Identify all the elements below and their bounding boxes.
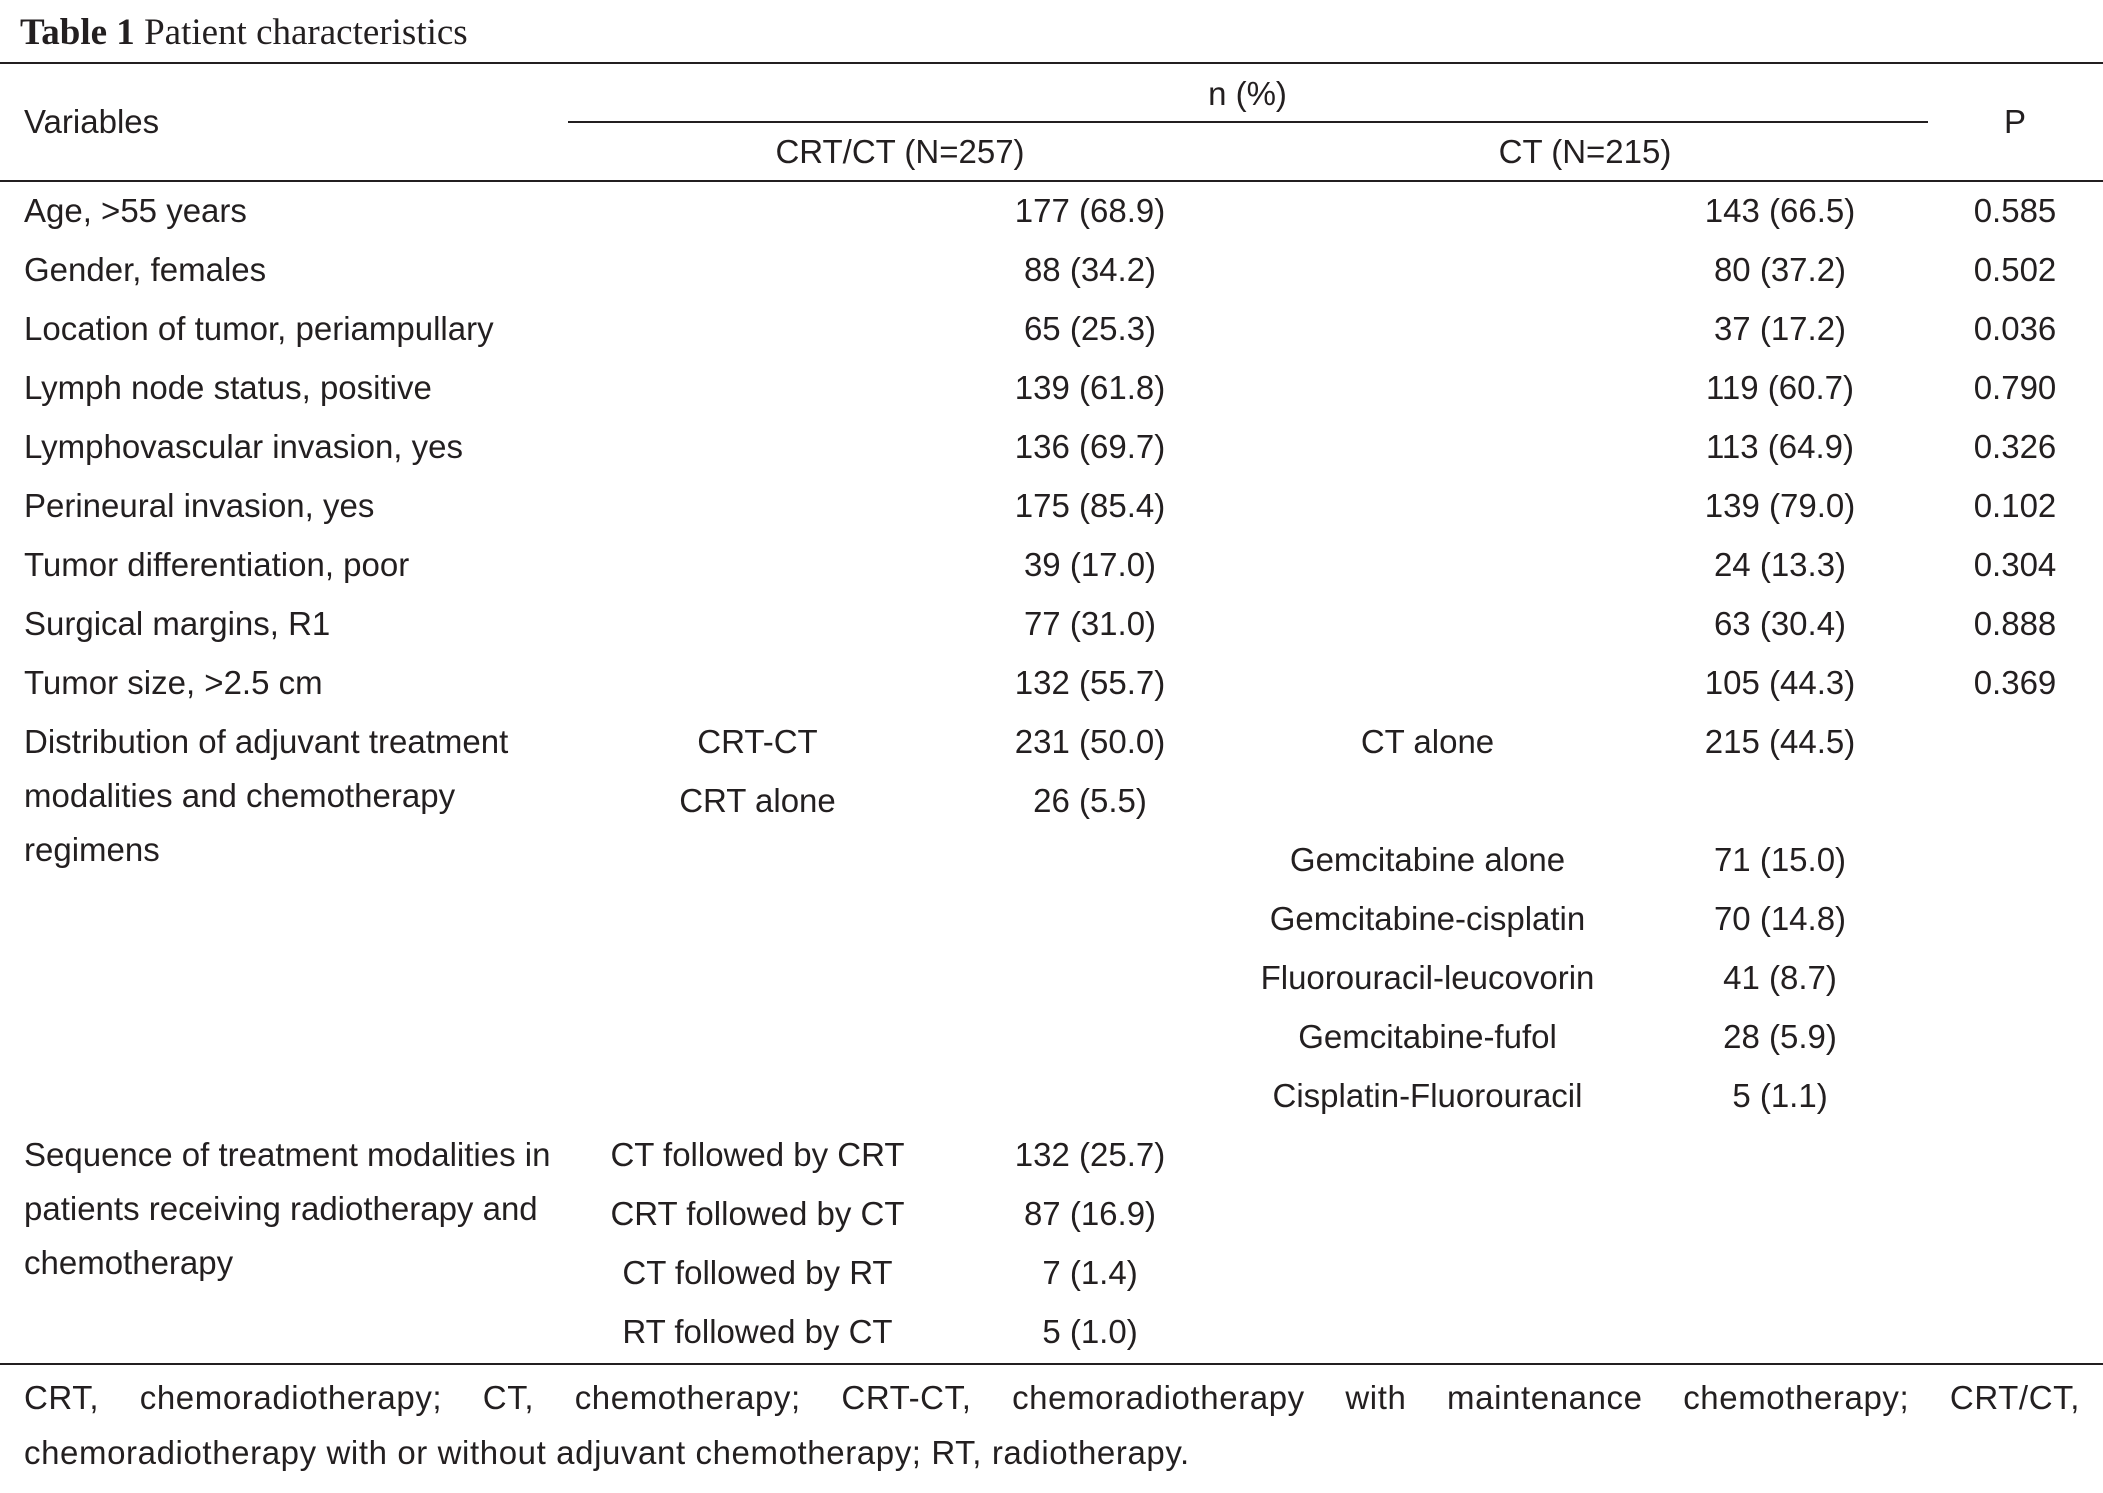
table-row-ct-value: 113 (64.9): [1706, 428, 1854, 465]
bottom-rule: [0, 1363, 2103, 1365]
distribution-ct-label: Fluorouracil-leucovorin: [1260, 959, 1595, 996]
table-row-crt-value: 136 (69.7): [1014, 428, 1166, 465]
header-group: n (%): [1208, 75, 1287, 112]
sequence-variable: Sequence of treatment modalities in pati…: [24, 1136, 551, 1281]
table-caption: Patient characteristics: [144, 12, 468, 53]
distribution-ct-label: Cisplatin-Fluorouracil: [1272, 1077, 1583, 1114]
table-row-variable: Gender, females: [24, 251, 267, 288]
table-row-variable: Surgical margins, R1: [24, 605, 331, 642]
table-row-ct-value: 119 (60.7): [1706, 369, 1854, 406]
sequence-label: RT followed by CT: [622, 1313, 893, 1350]
distribution-ct-label: Gemcitabine-fufol: [1298, 1018, 1557, 1055]
distribution-ct-label: CT alone: [1360, 723, 1495, 760]
distribution-ct-value: 28 (5.9): [1723, 1018, 1837, 1055]
header-crt-ct: CRT/CT (N=257): [775, 133, 1025, 170]
distribution-crt-value: 231 (50.0): [1014, 723, 1166, 760]
distribution-ct-value: 70 (14.8): [1713, 900, 1847, 937]
distribution-ct-value: 41 (8.7): [1723, 959, 1837, 996]
distribution-ct-value: 215 (44.5): [1704, 723, 1856, 760]
distribution-crt-value: 26 (5.5): [1033, 782, 1147, 819]
sequence-label: CRT followed by CT: [610, 1195, 905, 1232]
top-rule: [0, 62, 2103, 64]
distribution-ct-label: Gemcitabine alone: [1289, 841, 1566, 878]
table-row-p-value: 0.102: [1973, 487, 2057, 524]
distribution-crt-label: CRT alone: [679, 782, 836, 819]
table-row-crt-value: 175 (85.4): [1014, 487, 1166, 524]
table-row-p-value: 0.790: [1973, 369, 2057, 406]
table-row-p-value: 0.036: [1973, 310, 2057, 347]
table-row-p-value: 0.888: [1973, 605, 2057, 642]
table-row-variable: Age, >55 years: [24, 192, 247, 229]
table-row-variable: Tumor differentiation, poor: [24, 546, 410, 583]
distribution-crt-label: CRT-CT: [697, 723, 818, 760]
sequence-label: CT followed by RT: [622, 1254, 893, 1291]
header-variables: Variables: [24, 103, 160, 140]
distribution-ct-label: Gemcitabine-cisplatin: [1269, 900, 1586, 937]
table-label: Table 1: [20, 12, 135, 53]
table-row-variable: Lymph node status, positive: [24, 369, 432, 406]
table-row-p-value: 0.326: [1973, 428, 2057, 465]
table-row-crt-value: 88 (34.2): [1023, 251, 1157, 288]
sequence-value: 5 (1.0): [1042, 1313, 1138, 1350]
table-row-crt-value: 39 (17.0): [1023, 546, 1157, 583]
table-row-ct-value: 24 (13.3): [1713, 546, 1847, 583]
header-ct: CT (N=215): [1498, 133, 1672, 170]
table-row-crt-value: 139 (61.8): [1014, 369, 1166, 406]
table-row-variable: Tumor size, >2.5 cm: [24, 664, 323, 701]
header-p: P: [2003, 103, 2026, 140]
header-group-rule: [568, 121, 1928, 123]
table-row-crt-value: 65 (25.3): [1023, 310, 1157, 347]
sequence-value: 132 (25.7): [1014, 1136, 1166, 1173]
table-title: Table 1 Patient characteristics: [20, 8, 468, 58]
table-row-ct-value: 143 (66.5): [1704, 192, 1856, 229]
header-rule: [0, 180, 2103, 182]
sequence-label: CT followed by CRT: [610, 1136, 905, 1173]
table-row-ct-value: 37 (17.2): [1713, 310, 1847, 347]
sequence-value: 7 (1.4): [1042, 1254, 1138, 1291]
table-row-ct-value: 139 (79.0): [1704, 487, 1856, 524]
table-row-variable: Perineural invasion, yes: [24, 487, 375, 524]
table-row-p-value: 0.304: [1973, 546, 2057, 583]
table-row-variable: Location of tumor, periampullary: [24, 310, 494, 347]
distribution-ct-value: 71 (15.0): [1713, 841, 1847, 878]
sequence-value: 87 (16.9): [1023, 1195, 1157, 1232]
table-row-ct-value: 105 (44.3): [1704, 664, 1856, 701]
distribution-ct-value: 5 (1.1): [1732, 1077, 1828, 1114]
distribution-variable: Distribution of adjuvant treatment modal…: [24, 723, 509, 868]
table-row-p-value: 0.502: [1973, 251, 2057, 288]
table-row-p-value: 0.585: [1973, 192, 2057, 229]
table-row-variable: Lymphovascular invasion, yes: [24, 428, 463, 465]
table-row-crt-value: 132 (55.7): [1014, 664, 1166, 701]
table-row-ct-value: 80 (37.2): [1713, 251, 1847, 288]
table-row-crt-value: 177 (68.9): [1014, 192, 1166, 229]
table-row-p-value: 0.369: [1973, 664, 2057, 701]
table-row-crt-value: 77 (31.0): [1023, 605, 1157, 642]
table-row-ct-value: 63 (30.4): [1713, 605, 1847, 642]
footnote: CRT, chemoradiotherapy; CT, chemotherapy…: [24, 1379, 2080, 1471]
